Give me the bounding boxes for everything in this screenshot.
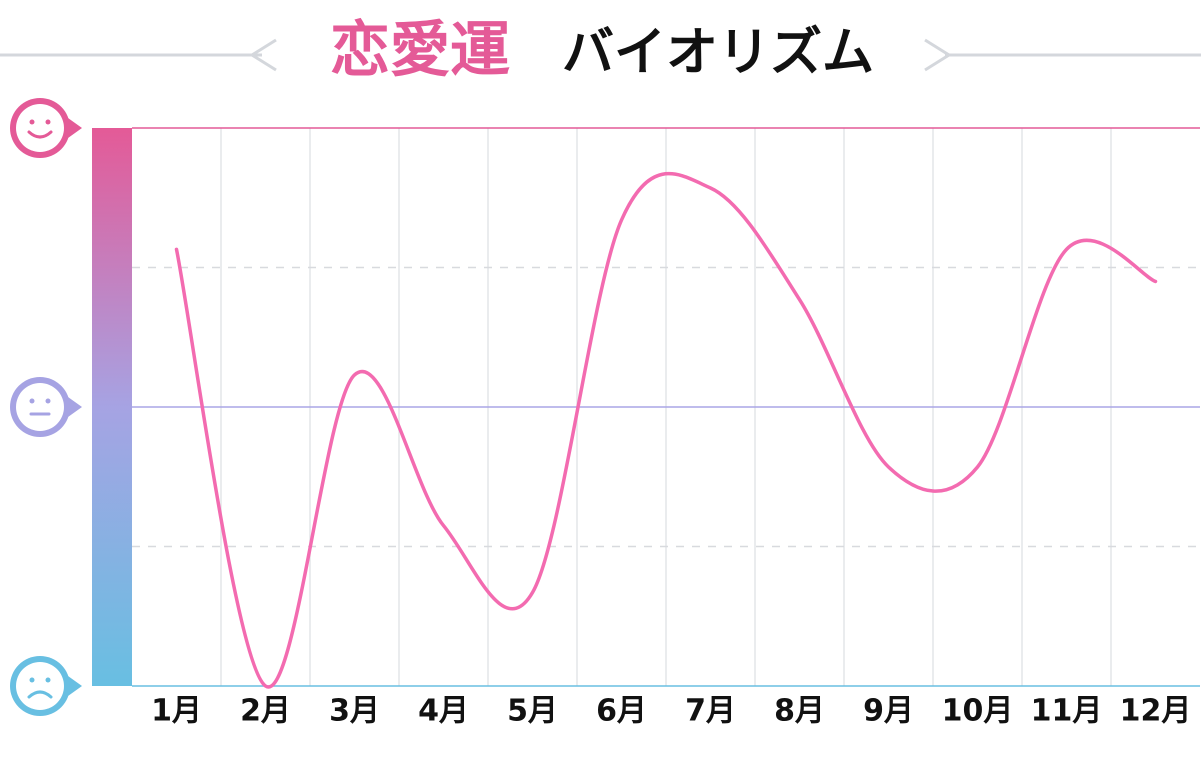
header-chevron	[924, 38, 952, 72]
title-highlight: 恋愛運	[330, 16, 510, 86]
x-tick-label: 7月	[685, 694, 736, 729]
header-chevron	[249, 38, 277, 72]
x-tick-label: 11月	[1031, 694, 1103, 729]
x-tick-label: 8月	[774, 694, 825, 729]
mood-bar	[92, 128, 132, 686]
neutral-face	[10, 377, 82, 437]
x-tick-label: 5月	[507, 694, 558, 729]
x-tick-label: 6月	[596, 694, 647, 729]
x-tick-label: 12月	[1120, 694, 1192, 729]
x-tick-label: 10月	[942, 694, 1014, 729]
sad-face	[10, 656, 82, 716]
line-series	[174, 172, 1158, 689]
title: バイオリズム	[562, 23, 874, 83]
happy-face	[10, 98, 82, 158]
x-tick-label: 2月	[240, 694, 291, 729]
x-tick-label: 1月	[151, 694, 202, 729]
x-tick-label: 9月	[863, 694, 914, 729]
x-tick-label: 3月	[329, 694, 380, 729]
x-tick-label: 4月	[418, 694, 469, 729]
